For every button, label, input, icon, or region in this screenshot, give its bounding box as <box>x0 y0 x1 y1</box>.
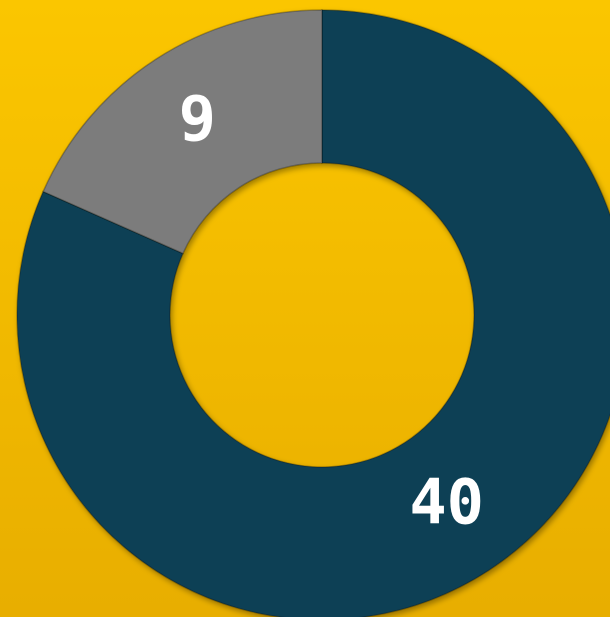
donut-slice <box>16 9 610 617</box>
data-label: 40 <box>409 466 484 539</box>
donut <box>16 9 610 617</box>
data-label: 9 <box>179 83 216 156</box>
donut-slice <box>42 9 323 255</box>
